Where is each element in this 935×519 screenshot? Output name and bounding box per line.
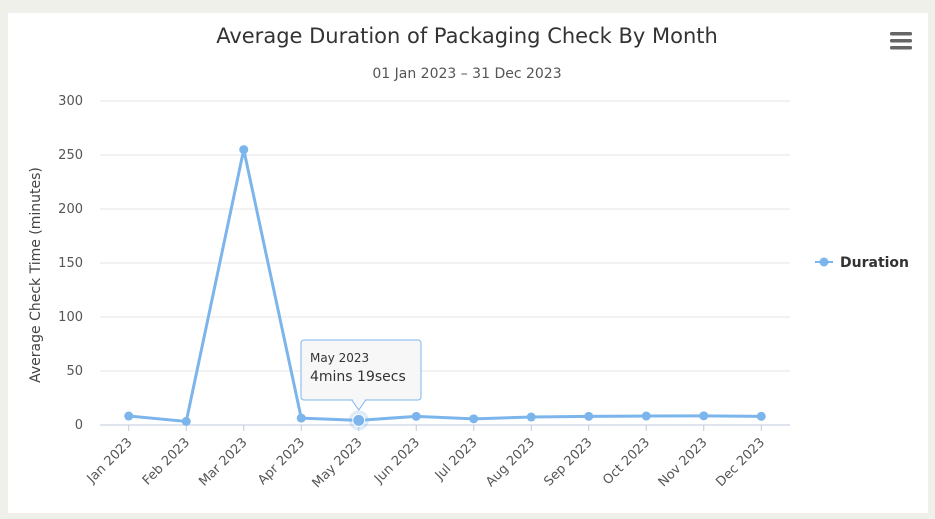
y-axis-ticks: 0 50 100 150 200 250 300: [58, 94, 83, 433]
y-tick-label: 200: [58, 202, 83, 217]
line-chart: Average Duration of Packaging Check By M…: [28, 24, 916, 491]
x-tick-label: Mar 2023: [196, 435, 250, 489]
x-tick-label: Aug 2023: [483, 435, 538, 490]
data-point[interactable]: [352, 413, 366, 427]
data-point[interactable]: [296, 413, 306, 423]
data-point[interactable]: [526, 412, 536, 422]
data-point[interactable]: [181, 416, 191, 426]
tooltip-value: 4mins 19secs: [310, 369, 406, 385]
data-point[interactable]: [641, 411, 651, 421]
x-tick-label: Jan 2023: [84, 435, 136, 487]
legend-label: Duration: [840, 255, 909, 271]
tooltip-pointer: [350, 399, 367, 411]
legend-marker: [819, 257, 829, 267]
x-tick-label: Jun 2023: [371, 435, 423, 487]
chart-title: Average Duration of Packaging Check By M…: [216, 24, 718, 48]
x-tick-label: Feb 2023: [140, 435, 193, 488]
x-tick-label: Apr 2023: [255, 435, 308, 488]
series-line: [127, 148, 763, 423]
data-point[interactable]: [124, 411, 134, 421]
hamburger-menu-icon: [890, 32, 912, 50]
x-tick-label: Sep 2023: [541, 435, 595, 489]
x-axis-ticks: Jan 2023 Feb 2023 Mar 2023 Apr 2023 May 2023…: [84, 425, 768, 491]
chart-subtitle: 01 Jan 2023 – 31 Dec 2023: [372, 66, 561, 82]
x-tick-label: Nov 2023: [656, 435, 711, 490]
tooltip-title: May 2023: [310, 351, 369, 365]
y-tick-label: 0: [75, 418, 83, 433]
y-tick-label: 250: [58, 148, 83, 163]
y-tick-label: 300: [58, 94, 83, 109]
y-tick-label: 100: [58, 310, 83, 325]
x-tick-label: May 2023: [310, 435, 366, 491]
data-point[interactable]: [756, 411, 766, 421]
series-duration: [124, 145, 766, 431]
data-point[interactable]: [584, 411, 594, 421]
x-tick-label: Oct 2023: [600, 435, 653, 488]
data-point[interactable]: [411, 411, 421, 421]
chart-menu-button[interactable]: [884, 27, 916, 55]
data-point[interactable]: [699, 411, 709, 421]
legend-item-duration[interactable]: Duration: [815, 255, 909, 271]
data-point[interactable]: [239, 145, 249, 155]
grid-lines: [100, 100, 790, 426]
tooltip: May 2023 4mins 19secs: [300, 339, 422, 411]
x-tick-label: Dec 2023: [713, 435, 768, 490]
chart-card: Average Duration of Packaging Check By M…: [8, 13, 928, 513]
y-tick-label: 150: [58, 256, 83, 271]
data-point[interactable]: [469, 414, 479, 424]
y-axis-title: Average Check Time (minutes): [28, 167, 44, 383]
y-tick-label: 50: [66, 364, 83, 379]
x-tick-label: Jul 2023: [432, 435, 481, 484]
